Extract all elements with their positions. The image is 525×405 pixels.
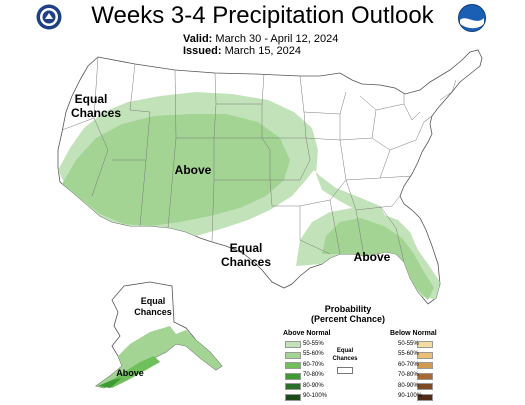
- legend-below-swatch: [417, 383, 433, 390]
- state-borders: [61, 56, 457, 263]
- west-label-line1: Equal: [75, 92, 108, 106]
- legend-below-swatch: [417, 351, 433, 359]
- legend-below-label: 70-80%: [398, 372, 419, 378]
- legend-above-label: 80-90%: [303, 382, 324, 389]
- issued-date: March 15, 2024: [224, 45, 302, 57]
- legend-above-swatch: [285, 393, 301, 401]
- alaska-above-70-80: [98, 378, 122, 388]
- legend-title-line2: (Percent Chance): [310, 314, 386, 324]
- alaska-label-line2: Chances: [134, 307, 172, 317]
- legend-below-swatch: [417, 393, 433, 401]
- legend-equal-swatch: [337, 367, 353, 374]
- south-label-line1: Equal: [230, 241, 263, 255]
- noaa-logo-icon: [458, 4, 486, 32]
- valid-line: Valid: March 30 - April 12, 2024: [183, 33, 338, 45]
- legend-above-label: 70-80%: [303, 372, 324, 378]
- alaska-label-line1: Equal: [141, 296, 166, 306]
- legend-below-label: 90-100%: [398, 393, 423, 399]
- issued-line: Issued: March 15, 2024: [183, 45, 301, 57]
- legend-below-heading: Below Normal: [390, 330, 437, 337]
- central-above-label: Above: [175, 163, 212, 177]
- legend-below-swatch: [417, 341, 433, 348]
- legend-title: Probability (Percent Chance): [300, 304, 396, 324]
- legend-above-swatch: [285, 372, 301, 380]
- legend-below-swatch: [417, 372, 433, 380]
- alaska-above-label: Above: [116, 368, 144, 378]
- above-55-60-central: [62, 114, 290, 226]
- legend-above-label: 90-100%: [303, 393, 328, 399]
- doc-seal-icon: [36, 4, 62, 30]
- valid-label: Valid:: [183, 33, 213, 45]
- legend-equal-line1: Equal: [336, 348, 354, 354]
- legend-equal-line2: Chances: [332, 356, 358, 362]
- legend-equal-chances: Equal Chances: [329, 347, 361, 363]
- issued-label: Issued:: [183, 45, 222, 57]
- legend-below-label: 80-90%: [398, 382, 419, 389]
- legend-above-heading: Above Normal: [283, 330, 331, 337]
- conus-shading: [58, 92, 440, 300]
- legend-above-label: 60-70%: [303, 361, 324, 368]
- legend-below-label: 50-55%: [398, 340, 419, 347]
- legend-above-label: 50-55%: [303, 340, 324, 347]
- legend-below-label: 60-70%: [398, 361, 419, 368]
- legend-title-line1: Probability: [324, 304, 372, 314]
- legend-above-swatch: [285, 351, 301, 359]
- south-label-line2: Chances: [221, 255, 271, 269]
- legend-above-label: 55-60%: [303, 351, 324, 357]
- west-label-line2: Chances: [71, 106, 121, 120]
- alaska-map: [95, 281, 223, 389]
- legend-below-label: 55-60%: [398, 351, 419, 357]
- page-title: Weeks 3-4 Precipitation Outlook: [91, 2, 434, 29]
- above-55-60-southeast: [322, 218, 434, 300]
- legend-above-swatch: [285, 362, 301, 369]
- southeast-above-label: Above: [354, 250, 391, 264]
- valid-dates: March 30 - April 12, 2024: [215, 33, 339, 45]
- legend-above-swatch: [285, 341, 301, 348]
- legend-above-swatch: [285, 383, 301, 390]
- legend-below-swatch: [417, 362, 433, 369]
